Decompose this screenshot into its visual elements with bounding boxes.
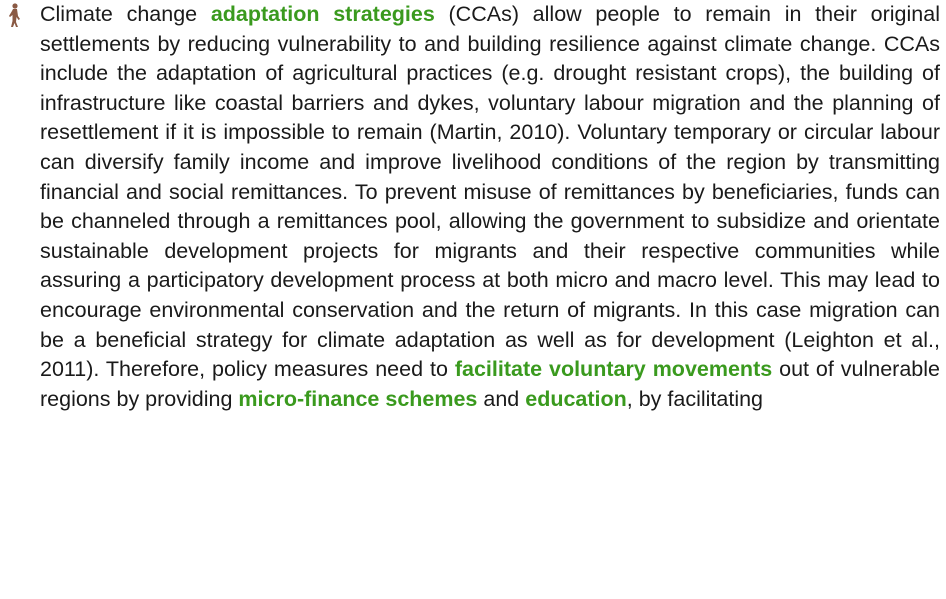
text: out of vulnerable regions by providing — [40, 357, 940, 411]
text: Climate change — [40, 2, 211, 26]
text: and — [477, 386, 526, 411]
highlight: education — [525, 386, 627, 411]
highlight: facilitate voluntary movements — [454, 357, 773, 382]
highlight: adaptation strategies — [210, 2, 435, 26]
highlight: micro-finance schemes — [238, 386, 478, 411]
text: (CCAs) allow people to remain in their o… — [40, 2, 940, 382]
text: , by facilitating — [626, 386, 764, 411]
paragraph: Climate change adaptation strategies (CC… — [40, 0, 940, 414]
bullet-icon — [9, 3, 20, 27]
